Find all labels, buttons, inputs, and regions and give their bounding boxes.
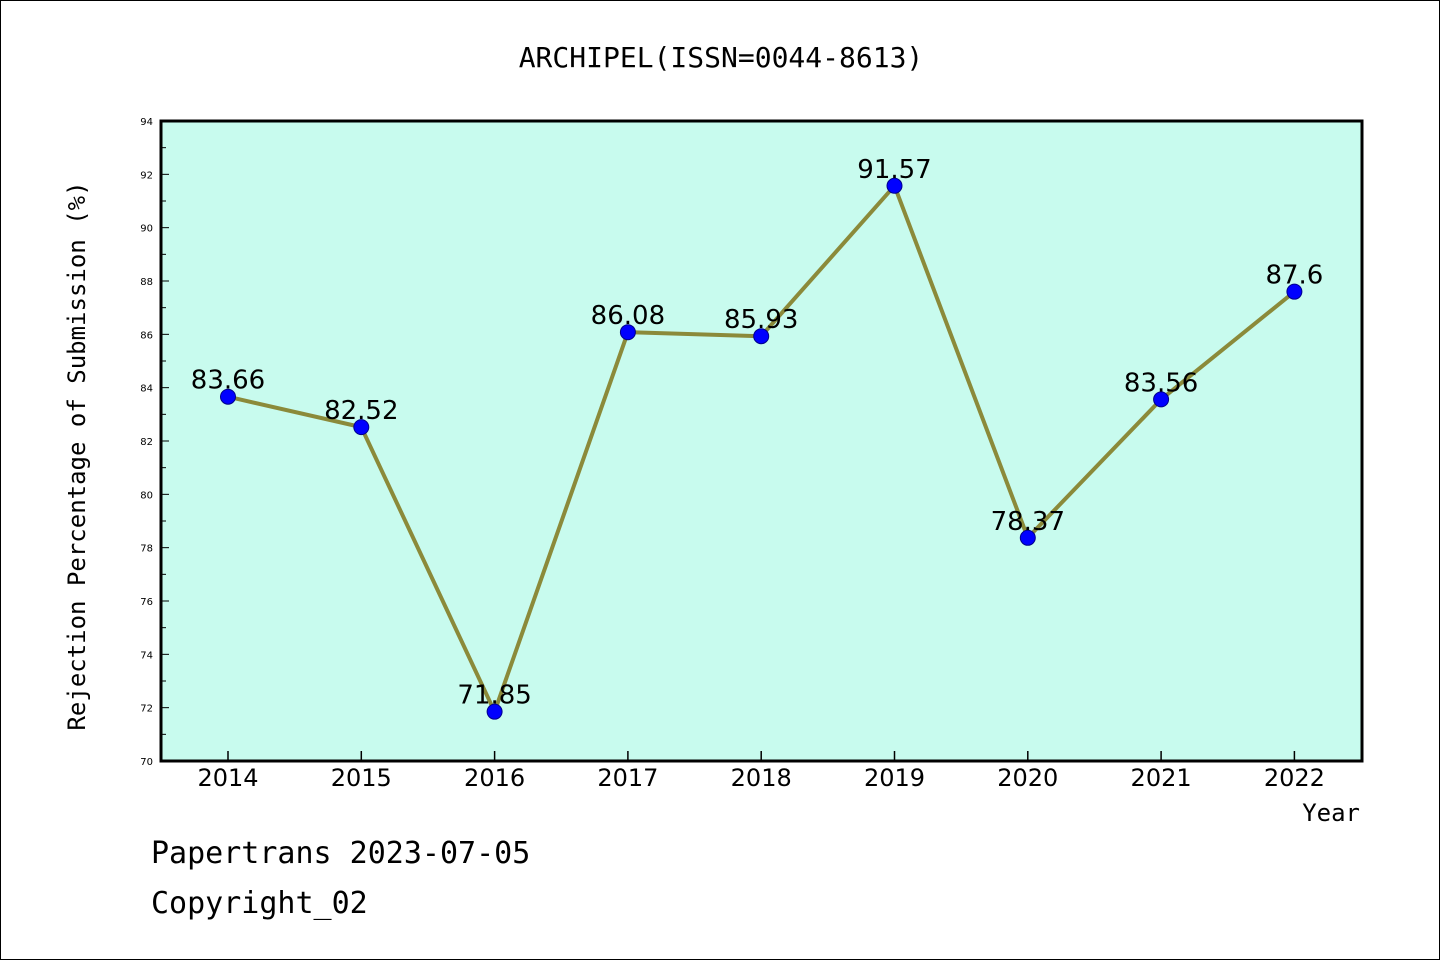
chart-title: ARCHIPEL(ISSN=0044-8613)	[519, 41, 924, 74]
data-label: 83.56	[1124, 368, 1198, 398]
data-label: 82.52	[324, 396, 398, 426]
footer-date: Papertrans 2023-07-05	[151, 836, 531, 871]
y-tick-label: 90	[140, 224, 153, 235]
data-label: 86.08	[591, 301, 665, 331]
x-tick-label: 2018	[731, 764, 792, 792]
y-axis-label: Rejection Percentage of Submission (%)	[63, 181, 91, 730]
plot-area	[161, 121, 1362, 761]
y-tick-label: 76	[140, 597, 153, 608]
data-point	[1019, 529, 1036, 546]
plot-border	[159, 119, 1364, 763]
x-tick-label: 2020	[997, 764, 1058, 792]
y-tick-label: 92	[140, 170, 153, 181]
data-point	[1153, 391, 1170, 408]
x-tick-label: 2022	[1264, 764, 1325, 792]
x-tick-label: 2021	[1131, 764, 1192, 792]
y-tick-label: 72	[140, 704, 153, 715]
x-axis: 2014 2015 2016 2017 2018 2019 2020 2021 2022	[197, 751, 1325, 792]
footer-copyright: Copyright_02	[151, 886, 368, 921]
x-tick-label: 2016	[464, 764, 525, 792]
data-point	[753, 328, 770, 345]
x-axis-label: Year	[1302, 799, 1360, 827]
data-label: 71.85	[457, 681, 531, 711]
data-label: 78.37	[991, 507, 1065, 537]
data-point	[886, 177, 903, 194]
y-tick-label: 78	[140, 544, 153, 555]
x-tick-label: 2017	[597, 764, 658, 792]
y-axis: 70 72 74 76 78 80 82 84 86 88 90 92 94	[140, 117, 169, 768]
data-point	[486, 703, 503, 720]
data-labels: 83.66 82.52 71.85 86.08 85.93 91.57 78.37 83.56…	[191, 155, 1324, 711]
x-tick-label: 2019	[864, 764, 925, 792]
x-tick-label: 2015	[331, 764, 392, 792]
data-point	[220, 388, 236, 405]
y-tick-label: 74	[140, 650, 153, 661]
y-tick-label: 94	[140, 117, 153, 128]
y-tick-label: 88	[140, 277, 153, 288]
y-tick-label: 82	[140, 437, 153, 448]
y-tick-label: 86	[140, 330, 153, 341]
data-label: 91.57	[857, 155, 931, 185]
y-tick-label: 70	[140, 757, 153, 768]
data-point	[353, 419, 370, 436]
data-label: 83.66	[191, 366, 265, 396]
data-point	[619, 324, 636, 341]
x-tick-label: 2014	[197, 764, 258, 792]
data-point	[1286, 283, 1303, 300]
y-tick-label: 80	[140, 490, 153, 501]
series-markers	[220, 177, 1303, 720]
data-label: 85.93	[724, 305, 798, 335]
y-tick-label: 84	[140, 384, 153, 395]
data-label: 87.6	[1265, 261, 1323, 291]
